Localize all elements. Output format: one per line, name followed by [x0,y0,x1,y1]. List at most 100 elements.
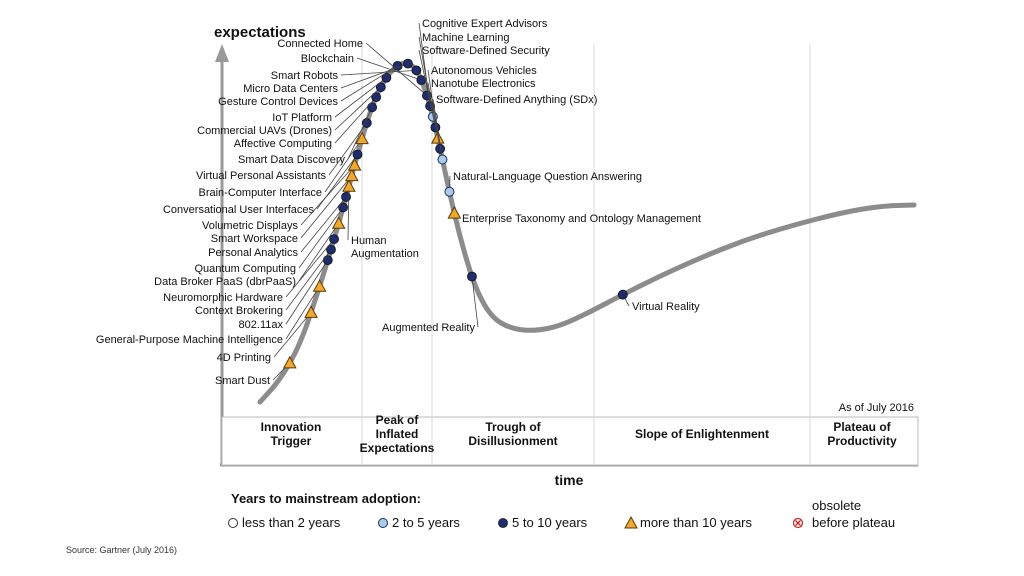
tech-label: Nanotube Electronics [431,78,536,90]
marker-gt10 [342,179,356,192]
tech-label: Smart Workspace [211,233,298,245]
tech-virtual-reality: Virtual Reality [617,289,700,313]
tech-iot-platform: IoT Platform [272,72,392,124]
leader-line [285,259,329,325]
legend-label: 5 to 10 years [512,515,588,530]
tech-label: Augmented Reality [382,322,475,334]
tech-neuromorphic-hardware: Neuromorphic Hardware [163,234,339,304]
marker-5to10 [367,102,378,113]
legend-item-lt2: less than 2 years [228,515,341,530]
tech-label: 802.11ax [239,319,284,331]
tech-context-brokering: Context Brokering [195,244,336,317]
tech-personal-analytics: Personal Analytics [208,191,351,259]
tech-nanotube-electronics: Nanotube Electronics [427,78,536,154]
legend-label: 2 to 5 years [392,515,460,530]
phase-label: Expectations [360,441,435,455]
leader-line [285,249,332,311]
marker-gt10 [282,355,297,369]
leader-line [418,49,436,128]
leader-line [316,154,358,210]
leader-line [365,42,428,96]
tech-label: Personal Analytics [208,247,298,259]
tech-label: Natural-Language Question Answering [453,171,642,183]
marker-5to10 [411,65,422,76]
tech-brain-computer-interface: Brain-Computer Interface [199,131,369,199]
tech-micro-data-centers: Micro Data Centers [243,58,413,95]
marker-gt10 [347,158,362,171]
tech-blockchain: Blockchain [301,53,427,86]
tech-natural-language-question-answering: Natural-Language Question Answering [444,171,642,197]
leader-line [334,96,377,144]
tech-commercial-uavs-drones: Commercial UAVs (Drones) [197,82,386,137]
leader-line [334,86,382,131]
tech-label: Gesture Control Devices [218,96,338,108]
tech-software-defined-anything-sdx: Software-Defined Anything (SDx) [432,94,597,165]
tech-802-11ax: 802.11ax [239,255,333,331]
leader-line [300,175,353,239]
leader-line [347,107,373,160]
leader-line [298,207,344,269]
tech-label: Micro Data Centers [243,83,338,95]
leader-line [298,223,339,282]
phase-label: Productivity [827,434,897,448]
legend-label: obsolete [812,498,861,513]
as-of-note: As of July 2016 [839,402,914,414]
tech-smart-workspace: Smart Workspace [211,168,359,245]
tech-label: Affective Computing [234,138,332,150]
tech-affective-computing: Affective Computing [234,92,382,150]
leader-line [427,82,441,149]
tech-label: Context Brokering [195,305,283,317]
marker-5to10 [329,234,339,244]
tech-label: General-Purpose Machine Intelligence [96,334,283,346]
leader-line [471,276,479,328]
hype-curve [257,60,917,405]
legend-marker-cross [795,520,801,526]
tech-label: Software-Defined Security [422,45,550,57]
tech-label: Volumetric Displays [202,220,298,232]
marker-gt10 [312,279,327,292]
leader-line [356,57,422,81]
leader-line [347,186,350,241]
leader-line [340,69,417,76]
tech-label: Brain-Computer Interface [199,187,323,199]
leader-line [285,238,335,298]
phase-label: Peak of [376,413,420,427]
y-axis-arrow-icon [215,44,229,62]
phase-label: Trigger [271,434,312,448]
leader-line [324,138,363,193]
tech-enterprise-taxonomy-and-ontology-management: Enterprise Taxonomy and Ontology Managem… [447,206,701,225]
marker-5to10 [467,271,477,282]
legend-title: Years to mainstream adoption: [231,491,421,506]
chart-axes [215,44,919,467]
phase-label: Innovation [261,420,322,434]
leader-line [285,286,320,340]
tech-label: Data Broker PaaS (dbrPaaS) [154,276,296,288]
marker-5to10 [375,82,386,93]
phase-label: Slope of Enlightenment [635,427,769,441]
marker-5to10 [341,191,351,202]
marker-5to10 [416,75,427,86]
legend-item-obsolete: obsolete before plateau [792,498,895,530]
legend-item-2to5: 2 to 5 years [378,515,460,530]
tech-label: Blockchain [301,53,354,65]
marker-2to5 [437,154,448,165]
tech-label: Commercial UAVs (Drones) [197,125,332,137]
marker-5to10 [338,202,349,213]
marker-gt10 [447,206,462,219]
tech-label-line2: Augmentation [351,248,419,260]
tech-data-broker-paas-dbrpaas: Data Broker PaaS (dbrPaaS) [154,216,346,288]
tech-4d-printing: 4D Printing [217,305,318,364]
legend-marker [624,515,638,529]
marker-gt10 [331,216,346,229]
phase-label: Trough of [485,420,541,434]
phase-label: Disillusionment [468,434,557,448]
tech-label: Smart Data Discovery [238,154,345,166]
legend-item-5to10: 5 to 10 years [498,515,588,530]
phase-label: Inflated [376,427,419,441]
tech-label: Neuromorphic Hardware [163,292,283,304]
tech-cognitive-expert-advisors: Cognitive Expert Advisors [418,18,548,111]
tech-smart-dust: Smart Dust [215,355,297,387]
legend-marker [228,518,238,528]
tech-label: Smart Dust [215,375,270,387]
tech-label: IoT Platform [272,112,332,124]
